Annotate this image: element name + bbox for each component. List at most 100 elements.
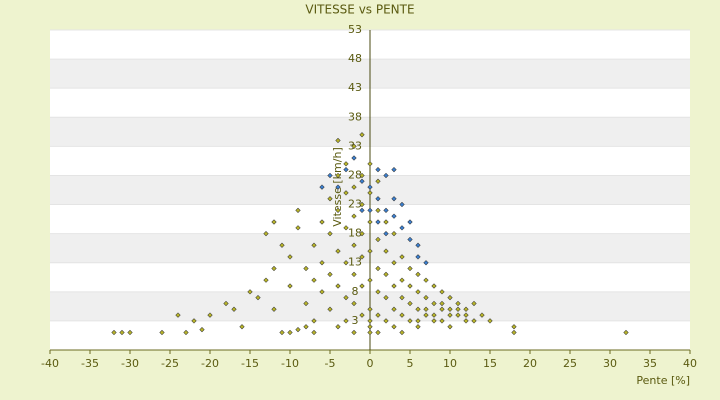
point bbox=[295, 225, 301, 231]
point bbox=[327, 231, 333, 237]
point bbox=[391, 213, 397, 219]
point bbox=[383, 295, 389, 301]
point bbox=[463, 312, 469, 318]
x-tick-label: 5 bbox=[407, 357, 414, 370]
point bbox=[311, 318, 317, 324]
point bbox=[367, 306, 373, 312]
point bbox=[383, 248, 389, 254]
point bbox=[303, 300, 309, 307]
point bbox=[431, 312, 437, 318]
point bbox=[431, 318, 437, 324]
point bbox=[407, 283, 413, 289]
point bbox=[335, 207, 341, 213]
point bbox=[359, 178, 365, 184]
y-tick-label: 53 bbox=[348, 23, 362, 36]
point bbox=[159, 329, 165, 336]
point bbox=[351, 242, 357, 248]
point bbox=[351, 184, 357, 190]
point bbox=[327, 306, 333, 312]
point bbox=[111, 329, 117, 336]
point bbox=[447, 295, 453, 301]
point bbox=[343, 260, 349, 266]
point bbox=[423, 312, 429, 318]
point bbox=[287, 329, 293, 336]
y-tick-label: 38 bbox=[348, 110, 362, 123]
point bbox=[463, 306, 469, 312]
point bbox=[391, 306, 397, 312]
point bbox=[303, 265, 309, 272]
point bbox=[263, 231, 269, 237]
x-tick-label: -5 bbox=[325, 357, 336, 370]
x-tick-label: 10 bbox=[443, 357, 457, 370]
point bbox=[415, 318, 421, 324]
point bbox=[359, 312, 365, 318]
point bbox=[335, 248, 341, 254]
x-tick-label: -35 bbox=[81, 357, 99, 370]
point bbox=[359, 132, 365, 138]
x-tick-label: -20 bbox=[201, 357, 219, 370]
point bbox=[359, 283, 365, 289]
x-tick-label: -15 bbox=[241, 357, 259, 370]
point bbox=[327, 196, 333, 202]
y-tick-label: 48 bbox=[348, 52, 362, 65]
y-tick-label: 43 bbox=[348, 81, 362, 94]
point bbox=[367, 207, 373, 213]
point bbox=[455, 306, 461, 312]
point bbox=[343, 161, 349, 167]
point bbox=[127, 329, 133, 336]
point bbox=[479, 312, 485, 318]
point bbox=[415, 254, 421, 260]
point bbox=[447, 312, 453, 318]
point bbox=[319, 184, 325, 190]
point bbox=[511, 329, 517, 336]
point bbox=[255, 295, 261, 301]
point bbox=[311, 329, 317, 336]
point bbox=[327, 271, 333, 277]
point bbox=[335, 137, 341, 144]
point bbox=[199, 327, 205, 333]
point bbox=[343, 318, 349, 324]
y-tick-label: 18 bbox=[348, 227, 362, 240]
point bbox=[295, 207, 301, 213]
point bbox=[263, 277, 269, 283]
point bbox=[279, 242, 285, 248]
point bbox=[311, 242, 317, 248]
point bbox=[391, 196, 397, 202]
point bbox=[343, 225, 349, 231]
point bbox=[399, 254, 405, 260]
point bbox=[431, 283, 437, 289]
point bbox=[375, 207, 381, 213]
point bbox=[383, 231, 389, 237]
point bbox=[375, 167, 381, 173]
point bbox=[343, 295, 349, 301]
point bbox=[375, 289, 381, 295]
point bbox=[383, 219, 389, 225]
point bbox=[319, 260, 325, 266]
point bbox=[447, 306, 453, 312]
point bbox=[455, 312, 461, 318]
x-tick-label: -25 bbox=[161, 357, 179, 370]
x-tick-label: 25 bbox=[563, 357, 577, 370]
point bbox=[391, 283, 397, 289]
point bbox=[511, 324, 517, 330]
chart-title: VITESSE vs PENTE bbox=[305, 3, 414, 17]
point bbox=[271, 306, 277, 312]
point bbox=[231, 306, 237, 312]
point bbox=[359, 207, 365, 213]
point bbox=[487, 318, 493, 324]
point bbox=[399, 312, 405, 318]
point bbox=[415, 324, 421, 330]
point bbox=[351, 155, 357, 161]
x-tick-label: 40 bbox=[683, 357, 697, 370]
x-tick-label: 15 bbox=[483, 357, 497, 370]
point bbox=[271, 265, 277, 272]
point bbox=[335, 324, 341, 330]
x-tick-label: 35 bbox=[643, 357, 657, 370]
point bbox=[375, 265, 381, 272]
point bbox=[375, 312, 381, 318]
point bbox=[407, 236, 413, 243]
point bbox=[407, 219, 413, 225]
point bbox=[439, 300, 445, 307]
x-tick-label: 30 bbox=[603, 357, 617, 370]
